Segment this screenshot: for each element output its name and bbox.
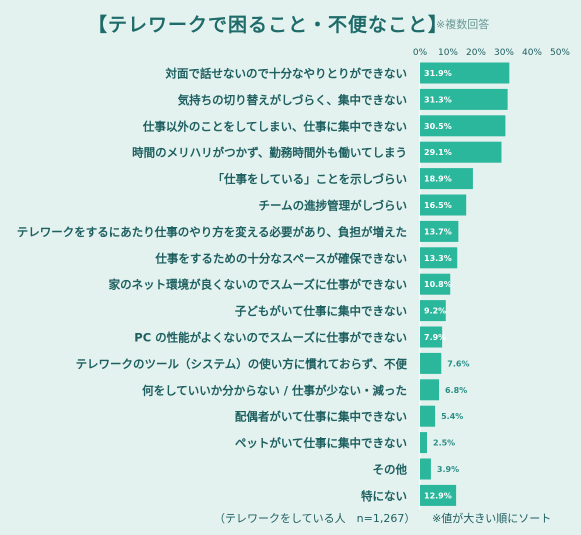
category-label: 時間のメリハリがつかず、勤務時間外も働いてしまう [132,146,407,160]
category-label: ペットがいて仕事に集中できない [235,436,407,450]
bar [420,247,458,269]
x-tick-label: 40% [522,48,542,58]
bar [420,432,427,454]
bar [420,220,459,242]
x-tick-label: 50% [550,48,570,58]
category-label: 「仕事をしている」ことを示しづらい [213,172,407,186]
bar [420,484,457,506]
category-label: 何をしていいか分からない / 仕事が少ない・減った [142,383,407,397]
bar [420,379,440,401]
bar [420,62,510,84]
bar [420,273,451,295]
value-label: 30.5% [424,122,452,131]
category-label: 子どもがいて仕事に集中できない [235,304,407,318]
bar [420,326,443,348]
category-label: テレワークをするにあたり仕事のやり方を変える必要があり、負担が増えた [17,225,407,239]
bar [420,458,431,480]
bar [420,115,506,137]
value-label: 6.8% [445,386,467,395]
bar [420,405,436,427]
category-label: 配偶者がいて仕事に集中できない [235,410,407,424]
value-label: 7.9% [424,333,446,342]
category-label: PC の性能がよくないのでスムーズに仕事ができない [134,331,407,345]
value-label: 16.5% [424,201,452,210]
value-label: 3.9% [437,465,459,474]
value-label: 13.7% [424,227,452,236]
value-label: 18.9% [424,175,452,184]
value-label: 5.4% [441,412,463,421]
bar [420,168,473,190]
multiple-answer-note: ※複数回答 [436,18,490,31]
value-label: 10.8% [424,280,452,289]
value-label: 7.6% [447,359,469,368]
category-label: テレワークのツール（システム）の使い方に慣れておらず、不便 [76,357,408,371]
x-tick-label: 0% [413,48,428,58]
chart-title: 【テレワークで困ること・不便なこと】 [88,14,449,36]
value-label: 12.9% [424,491,452,500]
value-label: 2.5% [433,439,455,448]
category-label: 対面で話せないので十分なやりとりができない [165,67,408,81]
bar [420,300,446,322]
category-label: その他 [373,463,408,477]
x-tick-label: 10% [438,48,458,58]
value-label: 9.2% [424,307,446,316]
category-label: 仕事以外のことをしてしまい、仕事に集中できない [142,119,407,133]
bar [420,194,467,216]
category-label: 家のネット環境が良くないのでスムーズに仕事ができない [109,278,407,292]
sample-size-note: （テレワークをしている人 n=1,267） [214,512,416,525]
bar [420,88,508,110]
x-tick-label: 30% [494,48,514,58]
value-label: 31.3% [424,95,452,104]
category-label: チームの進捗管理がしづらい [259,199,407,213]
value-label: 29.1% [424,148,452,157]
value-label: 13.3% [424,254,452,263]
bar [420,141,502,163]
sort-order-note: ※値が大きい順にソート [432,512,552,525]
category-label: 特にない [361,489,407,503]
category-label: 仕事をするための十分なスペースが確保できない [154,251,407,265]
value-label: 31.9% [424,69,452,78]
bar [420,352,442,374]
x-tick-label: 20% [466,48,486,58]
category-label: 気持ちの切り替えがしづらく、集中できない [178,93,407,107]
